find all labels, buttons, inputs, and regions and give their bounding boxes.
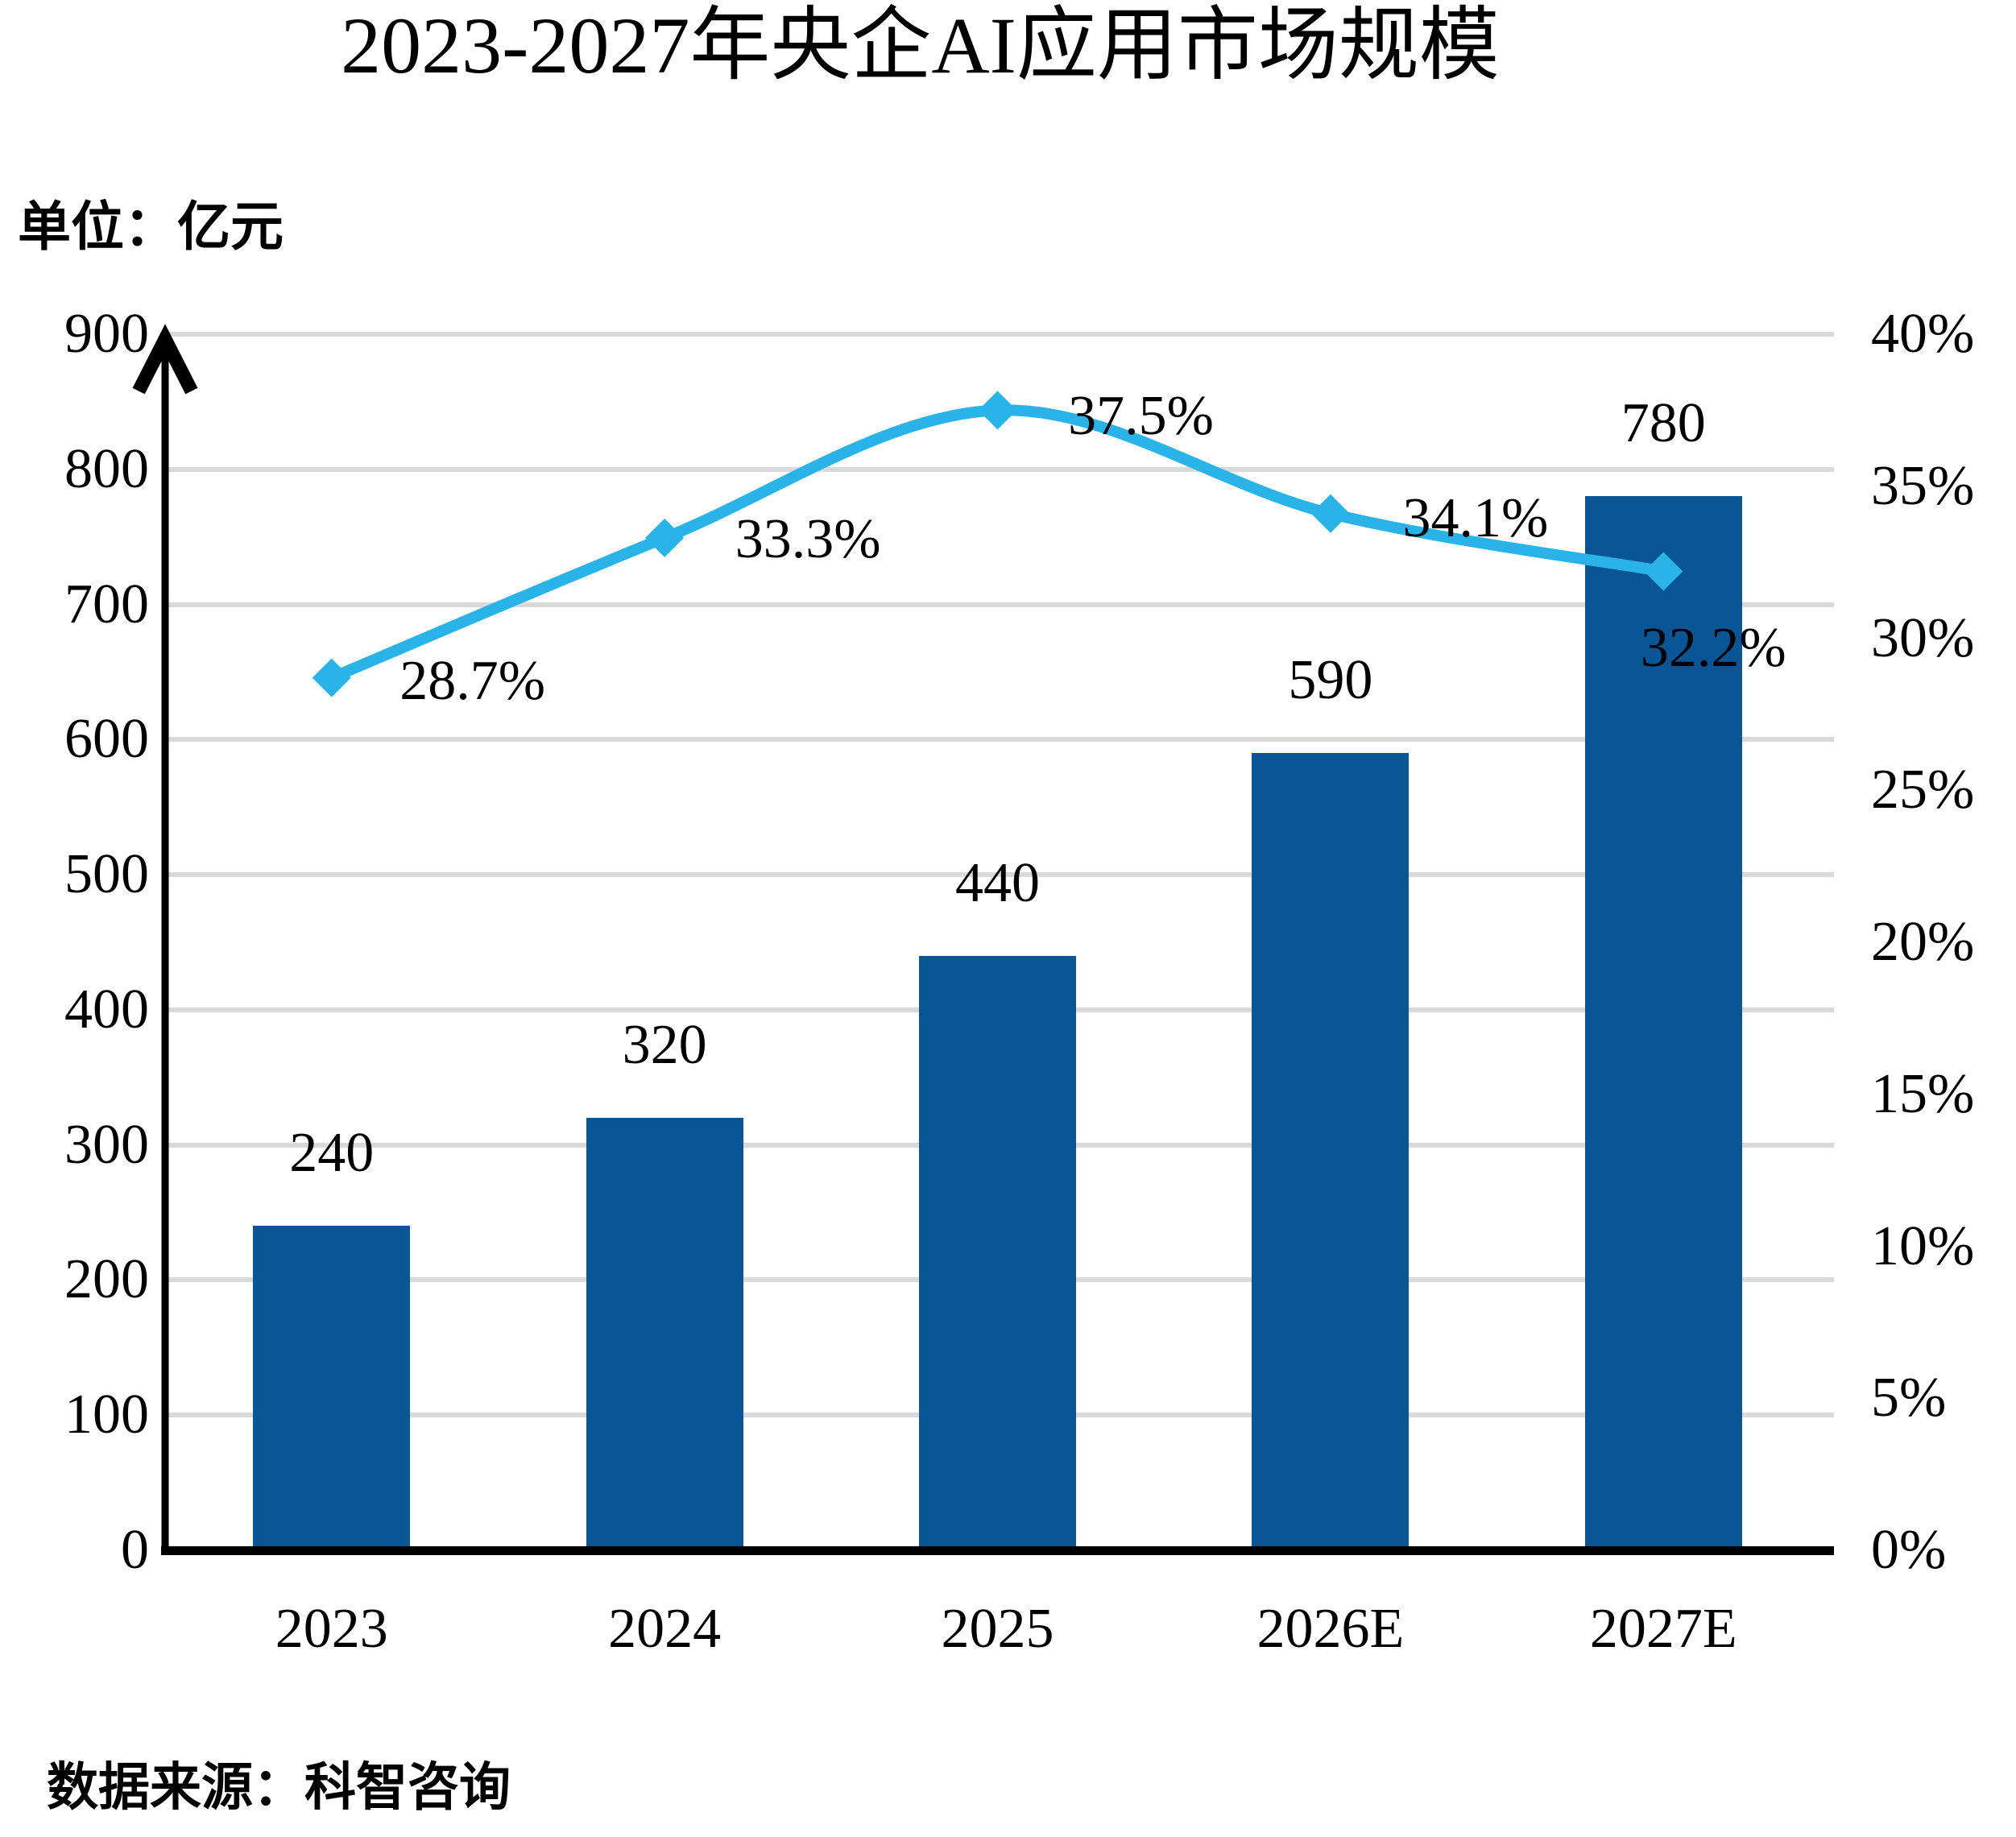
grid-line — [165, 737, 1834, 743]
line-marker-icon — [1310, 494, 1350, 533]
x-axis-tick: 2026E — [1256, 1598, 1405, 1660]
grid-line — [165, 872, 1834, 878]
y-axis-tick-left: 200 — [64, 1248, 149, 1311]
x-axis-tick: 2027E — [1589, 1598, 1737, 1660]
line-marker-icon — [978, 391, 1017, 430]
line-value-label: 28.7% — [399, 649, 546, 712]
y-axis-tick-left: 300 — [64, 1113, 149, 1176]
y-axis-tick-right: 10% — [1871, 1214, 1975, 1277]
y-axis-tick-left: 800 — [64, 437, 149, 500]
grid-line — [165, 602, 1834, 607]
y-axis-tick-right: 25% — [1871, 759, 1975, 821]
x-axis-tick: 2023 — [275, 1598, 388, 1660]
y-axis-tick-left: 500 — [64, 843, 149, 906]
chart-title: 2023-2027年央企AI应用市场规模 — [341, 1, 1500, 90]
y-axis-tick-right: 20% — [1871, 911, 1975, 973]
x-axis-line — [161, 1546, 1834, 1555]
y-axis-tick-right: 35% — [1871, 454, 1975, 517]
bar — [253, 1226, 411, 1550]
y-axis-tick-left: 900 — [64, 303, 149, 365]
bar-value-label: 240 — [289, 1122, 375, 1185]
bar-value-label: 320 — [622, 1014, 707, 1077]
line-marker-icon — [312, 658, 351, 697]
grid-line — [165, 332, 1834, 337]
bar — [919, 955, 1076, 1550]
grid-line — [165, 466, 1834, 472]
line-value-label: 32.2% — [1640, 617, 1786, 680]
line-value-label: 37.5% — [1068, 385, 1214, 448]
unit-label: 单位：亿元 — [18, 198, 284, 257]
x-axis-tick: 2024 — [608, 1598, 722, 1660]
y-axis-tick-right: 40% — [1871, 303, 1975, 365]
bar — [1584, 496, 1742, 1550]
line-value-label: 33.3% — [735, 507, 881, 570]
y-axis-arrow-icon — [132, 324, 198, 395]
y-axis-tick-right: 15% — [1871, 1062, 1975, 1125]
line-value-label: 34.1% — [1402, 486, 1549, 549]
source-label: 数据来源：科智咨询 — [47, 1759, 511, 1816]
bar-value-label: 780 — [1621, 392, 1706, 455]
bar-value-label: 590 — [1288, 649, 1373, 712]
y-axis-tick-left: 700 — [64, 573, 149, 635]
y-axis-tick-right: 5% — [1871, 1367, 1947, 1429]
y-axis-tick-right: 0% — [1871, 1519, 1947, 1581]
y-axis-tick-left: 600 — [64, 708, 149, 771]
y-axis-tick-right: 30% — [1871, 606, 1975, 669]
x-axis-tick: 2025 — [941, 1598, 1054, 1660]
y-axis-tick-left: 100 — [64, 1384, 149, 1446]
bar-value-label: 440 — [955, 851, 1040, 914]
y-axis-tick-left: 0 — [121, 1519, 149, 1581]
y-axis-tick-left: 400 — [64, 978, 149, 1041]
line-marker-icon — [1644, 552, 1683, 591]
line-marker-icon — [645, 518, 685, 557]
bar — [1252, 753, 1410, 1550]
bar — [586, 1118, 743, 1550]
